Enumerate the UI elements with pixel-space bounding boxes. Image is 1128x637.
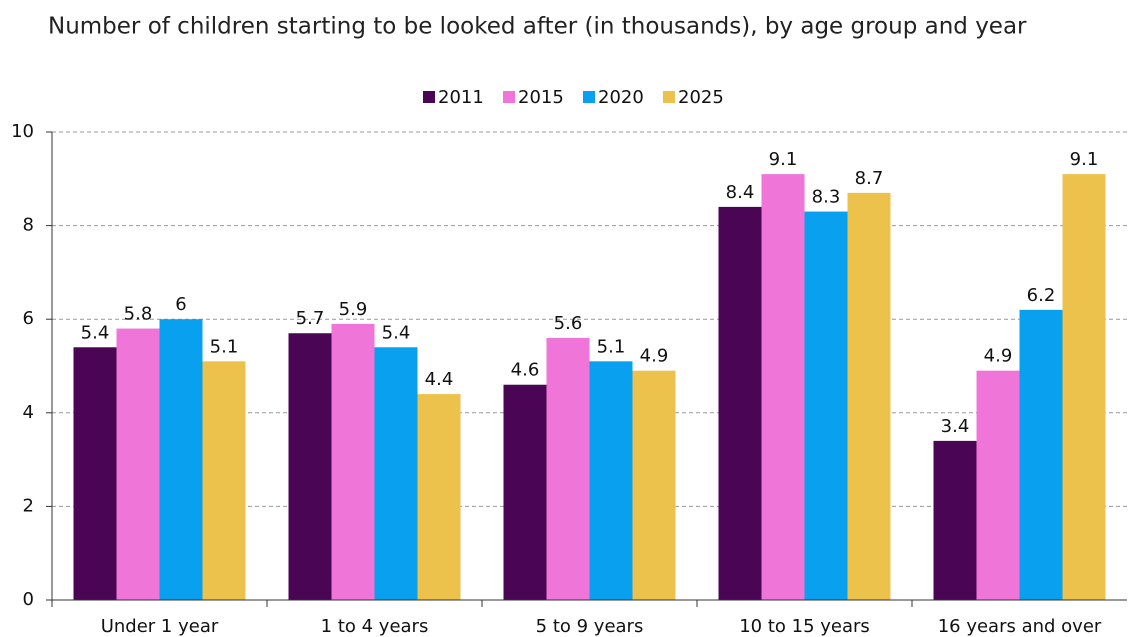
legend-swatch [423, 91, 435, 103]
bar [159, 319, 203, 600]
bar [288, 333, 332, 600]
legend-swatch [583, 91, 595, 103]
x-tick-label: 10 to 15 years [739, 616, 870, 637]
bar [546, 337, 590, 600]
bar [589, 361, 633, 600]
value-label: 8.4 [726, 182, 755, 203]
bar [374, 347, 418, 600]
bar [503, 384, 547, 600]
legend-label: 2025 [678, 87, 724, 108]
value-label: 8.7 [855, 168, 884, 189]
value-label: 4.4 [425, 369, 454, 390]
y-tick-label: 8 [23, 215, 34, 236]
value-label: 4.9 [984, 346, 1013, 367]
value-label: 5.4 [81, 322, 110, 343]
bar [976, 370, 1020, 600]
bar [718, 206, 762, 600]
bar [1019, 309, 1063, 600]
value-label: 5.4 [382, 322, 411, 343]
bar [804, 211, 848, 600]
bar [202, 361, 246, 600]
legend-label: 2011 [438, 87, 484, 108]
x-tick-label: 16 years and over [938, 616, 1102, 637]
value-label: 8.3 [812, 187, 841, 208]
value-label: 9.1 [769, 149, 798, 170]
legend-swatch [503, 91, 515, 103]
y-tick-label: 4 [23, 402, 34, 423]
x-tick-label: 1 to 4 years [321, 616, 429, 637]
bar [417, 394, 461, 600]
value-label: 4.9 [640, 346, 669, 367]
bar [116, 328, 160, 600]
value-label: 3.4 [941, 416, 970, 437]
y-tick-label: 10 [11, 121, 34, 142]
value-label: 5.6 [554, 313, 583, 334]
legend-swatch [663, 91, 675, 103]
bar [761, 174, 805, 600]
value-label: 5.7 [296, 308, 325, 329]
chart-title: Number of children starting to be looked… [48, 14, 1027, 40]
bar [73, 347, 117, 600]
value-label: 4.6 [511, 360, 540, 381]
value-label: 5.9 [339, 299, 368, 320]
value-label: 6 [175, 294, 186, 315]
bar [632, 370, 676, 600]
value-label: 5.8 [124, 304, 153, 325]
value-label: 5.1 [210, 336, 239, 357]
value-label: 9.1 [1070, 149, 1099, 170]
value-label: 5.1 [597, 336, 626, 357]
value-label: 6.2 [1027, 285, 1056, 306]
y-tick-label: 6 [23, 308, 34, 329]
legend-label: 2015 [518, 87, 564, 108]
legend-label: 2020 [598, 87, 644, 108]
bar [847, 192, 891, 600]
bar [1062, 174, 1106, 600]
y-tick-label: 2 [23, 495, 34, 516]
bar [331, 323, 375, 600]
x-tick-label: Under 1 year [101, 616, 219, 637]
bar [933, 440, 977, 600]
x-tick-label: 5 to 9 years [536, 616, 644, 637]
y-tick-label: 0 [23, 589, 34, 610]
